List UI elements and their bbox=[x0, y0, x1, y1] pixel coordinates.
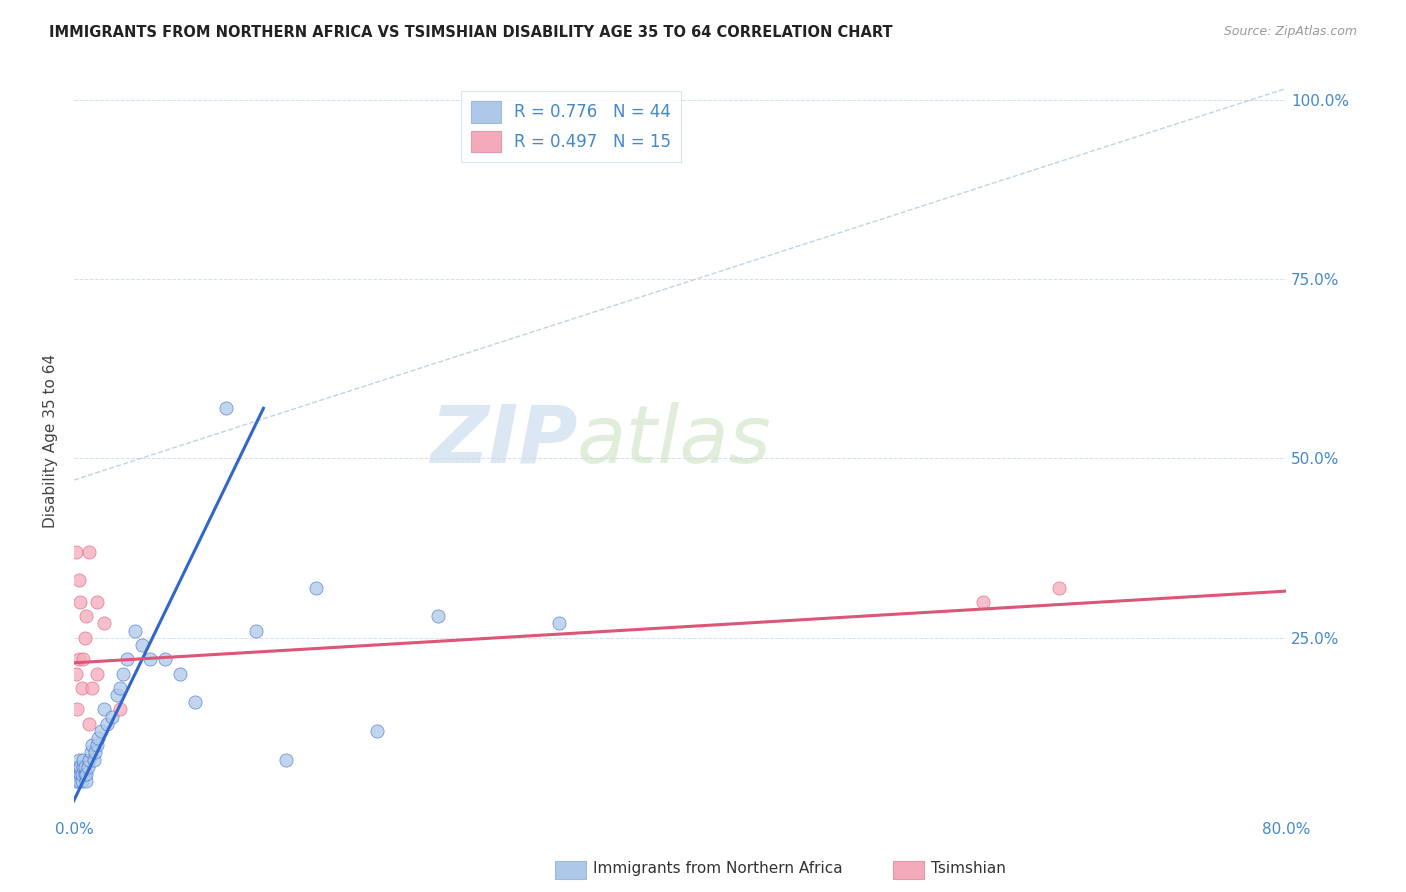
Point bbox=[1047, 581, 1070, 595]
Point bbox=[366, 723, 388, 738]
Text: atlas: atlas bbox=[576, 401, 772, 480]
Point bbox=[86, 666, 108, 681]
Point bbox=[72, 652, 94, 666]
Point bbox=[426, 609, 449, 624]
Point bbox=[73, 760, 96, 774]
Point bbox=[67, 574, 90, 588]
Legend: R = 0.776   N = 44, R = 0.497   N = 15: R = 0.776 N = 44, R = 0.497 N = 15 bbox=[461, 91, 681, 162]
Point bbox=[75, 774, 97, 789]
Point bbox=[66, 702, 89, 716]
Point bbox=[73, 767, 96, 781]
Point bbox=[214, 401, 236, 416]
Point bbox=[73, 631, 96, 645]
Point bbox=[101, 709, 124, 723]
Point bbox=[93, 702, 115, 716]
Point bbox=[184, 695, 207, 709]
Point bbox=[547, 616, 569, 631]
Point bbox=[77, 716, 100, 731]
Point bbox=[245, 624, 267, 638]
Point bbox=[83, 753, 105, 767]
Point bbox=[139, 652, 162, 666]
Point bbox=[70, 681, 93, 695]
Point bbox=[131, 638, 153, 652]
Point bbox=[65, 666, 87, 681]
Point bbox=[75, 767, 97, 781]
Point bbox=[66, 760, 89, 774]
Point bbox=[124, 624, 146, 638]
Point bbox=[80, 746, 103, 760]
Point bbox=[972, 595, 994, 609]
Point bbox=[108, 681, 131, 695]
Point bbox=[76, 760, 98, 774]
Point bbox=[66, 767, 89, 781]
Point bbox=[67, 652, 90, 666]
Point bbox=[96, 716, 118, 731]
Point bbox=[86, 595, 108, 609]
Point bbox=[82, 739, 104, 753]
Point bbox=[67, 774, 90, 789]
Point bbox=[70, 767, 93, 781]
Point bbox=[77, 544, 100, 558]
Text: Tsimshian: Tsimshian bbox=[931, 862, 1005, 876]
Point bbox=[69, 760, 91, 774]
Text: ZIP: ZIP bbox=[430, 401, 576, 480]
Text: Source: ZipAtlas.com: Source: ZipAtlas.com bbox=[1223, 25, 1357, 38]
Point bbox=[86, 739, 108, 753]
Point bbox=[108, 702, 131, 716]
Text: Immigrants from Northern Africa: Immigrants from Northern Africa bbox=[593, 862, 844, 876]
Point bbox=[84, 746, 107, 760]
Point bbox=[69, 767, 91, 781]
Point bbox=[82, 681, 104, 695]
Point bbox=[67, 753, 90, 767]
Point bbox=[65, 774, 87, 789]
Point bbox=[276, 753, 298, 767]
Point bbox=[77, 753, 100, 767]
Point bbox=[90, 723, 112, 738]
Point bbox=[87, 731, 110, 745]
Point bbox=[105, 688, 128, 702]
Point bbox=[305, 581, 328, 595]
Point bbox=[65, 544, 87, 558]
Point bbox=[111, 666, 134, 681]
Text: IMMIGRANTS FROM NORTHERN AFRICA VS TSIMSHIAN DISABILITY AGE 35 TO 64 CORRELATION: IMMIGRANTS FROM NORTHERN AFRICA VS TSIMS… bbox=[49, 25, 893, 40]
Point bbox=[169, 666, 191, 681]
Point bbox=[75, 609, 97, 624]
Point bbox=[72, 753, 94, 767]
Point bbox=[93, 616, 115, 631]
Point bbox=[115, 652, 138, 666]
Point bbox=[72, 760, 94, 774]
Point bbox=[70, 774, 93, 789]
Point bbox=[153, 652, 176, 666]
Point bbox=[69, 595, 91, 609]
Y-axis label: Disability Age 35 to 64: Disability Age 35 to 64 bbox=[44, 353, 58, 527]
